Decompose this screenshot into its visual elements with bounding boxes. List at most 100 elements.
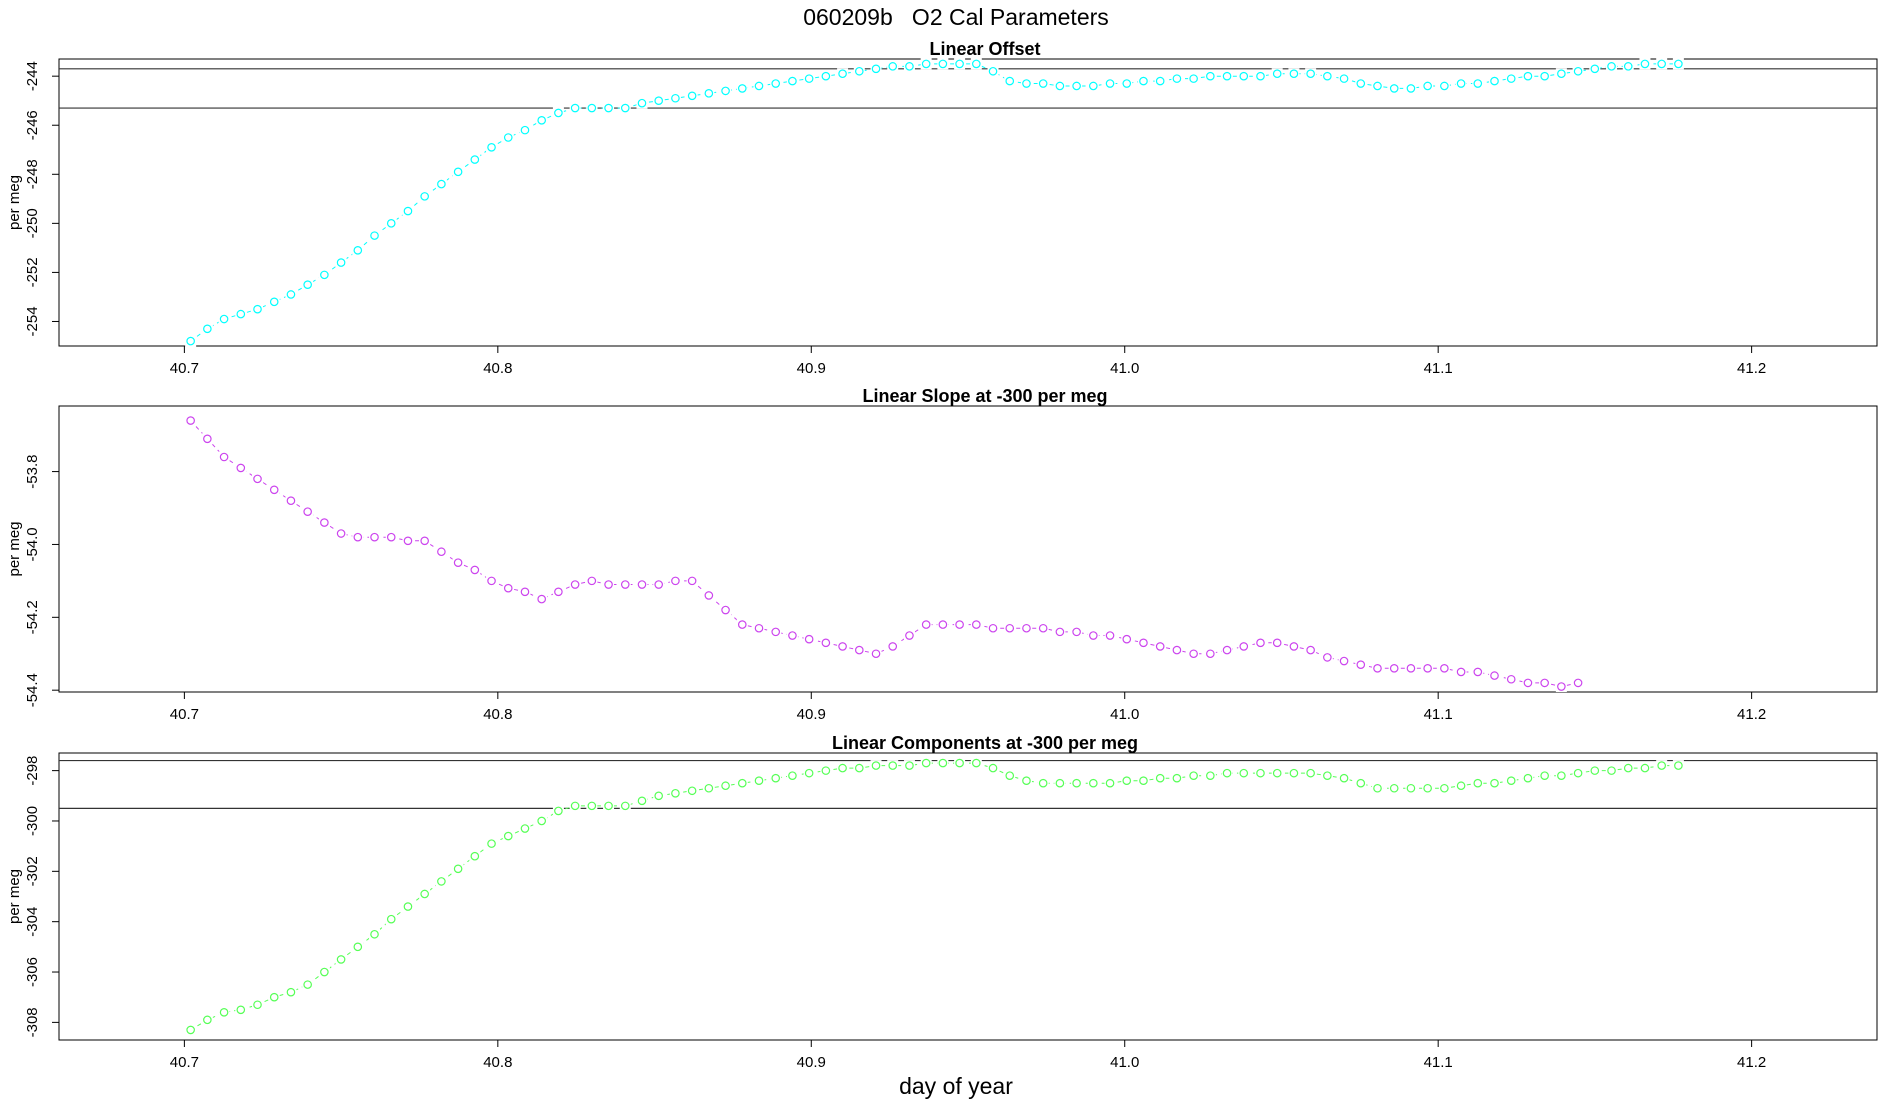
data-point [1306,645,1315,655]
point-mask [185,415,197,427]
x-tick-label: 41.2 [1737,706,1766,723]
point-mask [1522,70,1534,82]
data-point [336,258,346,267]
y-tick-label: -248 [24,159,41,189]
data-point [1122,634,1132,644]
data-point [1172,645,1182,655]
point-mask [486,575,498,587]
data-point [854,66,864,76]
point-mask [586,800,598,812]
data-point [554,587,563,597]
data-point [487,143,496,152]
point-mask [369,531,381,543]
x-tick-label: 41.2 [1737,1054,1766,1071]
data-point [1072,778,1081,788]
point-mask [1355,78,1367,90]
point-mask [1355,659,1367,671]
data-point [303,280,312,289]
data-point [353,532,363,542]
point-mask [1639,762,1651,774]
data-point [938,620,948,629]
data-point [336,955,346,964]
point-mask [686,575,698,587]
point-mask [669,575,681,587]
data-point [487,576,496,586]
x-tick-label: 41.0 [1110,360,1139,377]
data-point [470,155,480,164]
point-mask [770,772,782,784]
data-point [1523,71,1533,81]
point-mask [736,82,748,94]
point-mask [653,579,665,591]
point-mask [1438,662,1450,674]
x-tick-label: 40.7 [170,360,199,377]
data-point [671,788,680,798]
point-mask [1338,772,1350,784]
data-point [838,69,847,79]
y-axis-label: per meg [6,869,23,924]
data-point [320,518,329,527]
data-point [1272,768,1282,778]
data-point [1139,638,1148,648]
point-mask [385,913,397,925]
data-point [871,649,881,659]
point-mask [1522,772,1534,784]
point-mask [318,517,330,529]
point-mask [1622,762,1634,774]
point-mask [1204,770,1216,782]
point-mask [1188,73,1200,85]
point-mask [452,557,464,569]
data-point [1222,645,1232,655]
point-mask [1555,770,1567,782]
data-point [1306,768,1315,778]
point-mask [820,637,832,649]
point-mask [970,58,982,70]
data-point [771,79,781,88]
data-point [1657,761,1666,770]
point-mask [753,775,765,787]
point-mask [1037,622,1049,634]
point-mask [1137,637,1149,649]
data-point [788,771,797,780]
point-mask [218,1006,230,1018]
data-point [1607,766,1616,775]
point-mask [619,579,631,591]
data-point [1373,783,1382,793]
point-mask [1238,70,1250,82]
data-point [1122,776,1132,785]
point-mask [1104,78,1116,90]
point-mask [486,838,498,850]
point-mask [419,190,431,202]
data-point [604,103,613,113]
point-mask [1154,75,1166,87]
x-tick-label: 40.8 [483,1054,512,1071]
data-point [704,89,714,98]
point-mask [954,58,966,70]
data-point [1440,664,1449,673]
data-point [370,929,379,939]
point-mask [1656,760,1668,772]
point-mask [903,760,915,772]
point-mask [302,506,314,518]
data-point [771,627,781,637]
data-point [1005,771,1015,780]
point-mask [1422,80,1434,92]
data-point [1623,763,1633,773]
data-point [403,902,413,911]
point-mask [402,205,414,217]
point-mask [519,823,531,835]
data-point [1573,678,1583,688]
point-mask [1539,677,1551,689]
data-point [1389,783,1399,793]
data-point [1055,778,1065,788]
point-mask [1221,767,1233,779]
data-point [687,786,697,796]
data-point [219,314,229,324]
point-mask [369,230,381,242]
point-mask [285,986,297,998]
data-point [570,580,580,589]
point-mask [268,484,280,496]
data-point [854,645,864,655]
data-point [570,103,580,113]
